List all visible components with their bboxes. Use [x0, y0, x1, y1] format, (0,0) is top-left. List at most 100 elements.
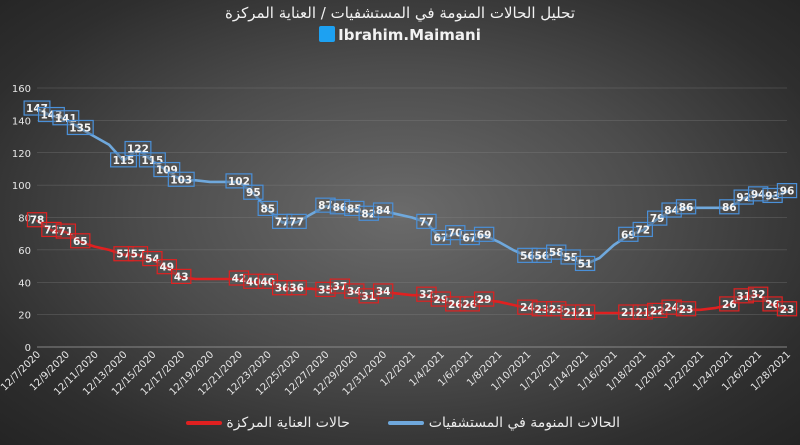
- y-tick-label: 20: [18, 311, 31, 322]
- data-label-hospitalized-text: 115: [141, 155, 163, 167]
- data-label-hospitalized-text: 58: [549, 247, 564, 259]
- data-label-icu: 23: [776, 301, 798, 317]
- data-label-hospitalized-text: 86: [722, 202, 737, 214]
- author-handle: Ibrahim.Maimani: [0, 26, 800, 44]
- y-tick-label: 0: [25, 343, 31, 354]
- data-label-hospitalized-text: 51: [578, 258, 593, 270]
- data-label-hospitalized-box: [52, 110, 80, 126]
- data-label-hospitalized-text: 147: [26, 103, 48, 115]
- x-axis: 12/7/202012/9/202012/11/202012/13/202012…: [0, 346, 793, 398]
- data-label-icu-text: 24: [664, 302, 679, 314]
- data-label-hospitalized: 86: [329, 199, 351, 215]
- legend-label-hospitalized: الحالات المنومة في المستشفيات: [428, 415, 621, 431]
- y-tick-label: 120: [12, 149, 31, 160]
- data-label-hospitalized: 51: [574, 255, 596, 272]
- data-label-hospitalized-text: 103: [170, 174, 192, 186]
- chart-title: تحليل الحالات المنومة في المستشفيات / ال…: [225, 4, 575, 22]
- data-label-hospitalized: 96: [776, 183, 798, 199]
- data-label-icu-text: 21: [621, 307, 636, 319]
- data-label-hospitalized-box: [225, 173, 253, 189]
- data-label-hospitalized-text: 86: [679, 202, 694, 214]
- data-label-hospitalized: 77: [416, 213, 437, 229]
- series-line-hospitalized: [35, 107, 789, 266]
- data-label-icu-text: 26: [448, 299, 463, 311]
- data-label-icu: 78: [26, 212, 48, 228]
- data-label-icu-text: 23: [549, 304, 564, 316]
- data-label-hospitalized: 102: [225, 173, 253, 189]
- data-label-hospitalized-text: 77: [419, 216, 434, 228]
- data-label-hospitalized-text: 84: [664, 205, 679, 217]
- data-label-icu-text: 36: [275, 283, 290, 295]
- data-label-hospitalized-box: [110, 152, 138, 168]
- legend-swatch-hospitalized: [388, 421, 425, 425]
- y-tick-label: 140: [12, 116, 31, 127]
- data-label-icu-text: 21: [578, 307, 593, 319]
- data-label-hospitalized-text: 79: [650, 213, 665, 225]
- data-label-icu: 65: [70, 233, 91, 249]
- data-label-hospitalized-text: 109: [156, 165, 178, 177]
- data-label-hospitalized-text: 56: [520, 250, 535, 262]
- data-label-hospitalized-box: [257, 200, 278, 217]
- data-label-hospitalized-box: [632, 221, 653, 238]
- data-label-icu: 23: [675, 301, 697, 317]
- data-label-icu: 43: [171, 268, 192, 284]
- data-label-icu-text: 40: [260, 276, 275, 288]
- y-tick-label: 60: [18, 246, 31, 257]
- data-label-icu-text: 72: [44, 224, 59, 236]
- data-label-hospitalized: 85: [257, 200, 278, 217]
- data-label-icu-text: 29: [434, 294, 449, 306]
- data-label-icu-box: [372, 283, 394, 299]
- data-label-hospitalized: 72: [632, 221, 653, 238]
- data-label-icu-text: 22: [650, 305, 665, 317]
- data-label-icu-text: 31: [736, 291, 751, 303]
- author-handle-text: Ibrahim.Maimani: [338, 26, 481, 44]
- data-label-icu-box: [675, 301, 697, 317]
- data-label-hospitalized: 115: [138, 152, 166, 168]
- data-label-icu-text: 32: [751, 289, 766, 301]
- data-label-hospitalized-text: 96: [780, 186, 795, 198]
- data-label-icu: 36: [286, 280, 307, 296]
- data-label-hospitalized-text: 93: [765, 190, 780, 202]
- data-label-hospitalized: 109: [153, 161, 181, 178]
- data-label-hospitalized-box: [416, 213, 437, 229]
- data-label-hospitalized-text: 67: [434, 233, 449, 245]
- data-label-icu-text: 32: [419, 289, 434, 301]
- data-label-hospitalized-text: 85: [260, 203, 275, 215]
- data-label-hospitalized: 103: [167, 171, 195, 187]
- data-label-icu-text: 26: [462, 299, 477, 311]
- data-label-icu-text: 43: [174, 271, 189, 283]
- data-label-icu-text: 35: [318, 284, 333, 296]
- data-label-icu-text: 37: [333, 281, 348, 293]
- data-label-hospitalized-box: [372, 202, 394, 218]
- data-label-hospitalized-box: [776, 183, 798, 199]
- y-tick-label: 80: [18, 214, 31, 225]
- data-label-hospitalized-text: 143: [40, 110, 62, 122]
- data-label-hospitalized: 69: [473, 226, 495, 242]
- data-label-hospitalized-box: [153, 161, 181, 178]
- data-label-icu: 29: [473, 291, 495, 307]
- data-label-hospitalized-text: 77: [289, 216, 304, 228]
- data-label-hospitalized: 135: [66, 119, 94, 136]
- data-label-hospitalized-box: [243, 184, 264, 200]
- data-label-icu-text: 24: [520, 302, 535, 314]
- data-label-hospitalized-box: [66, 119, 94, 136]
- data-label-icu-box: [574, 304, 596, 320]
- data-label-icu-box: [70, 233, 91, 249]
- data-label-hospitalized-box: [574, 255, 596, 272]
- data-label-hospitalized-text: 85: [347, 203, 362, 215]
- data-label-icu-box: [473, 291, 495, 307]
- y-tick-label: 100: [12, 181, 31, 192]
- data-label-hospitalized-text: 67: [462, 233, 477, 245]
- data-label-hospitalized: 86: [675, 199, 697, 215]
- data-label-icu-text: 71: [59, 226, 74, 238]
- y-tick-label: 40: [18, 278, 31, 289]
- data-label-hospitalized-text: 72: [635, 224, 650, 236]
- data-label-hospitalized-text: 141: [55, 113, 77, 125]
- data-label-icu-box: [286, 280, 307, 296]
- twitter-icon: [319, 26, 336, 42]
- data-label-hospitalized-text: 87: [318, 200, 333, 212]
- data-label-hospitalized-text: 86: [333, 202, 348, 214]
- data-label-icu-text: 31: [361, 291, 376, 303]
- data-label-hospitalized-text: 70: [448, 228, 463, 240]
